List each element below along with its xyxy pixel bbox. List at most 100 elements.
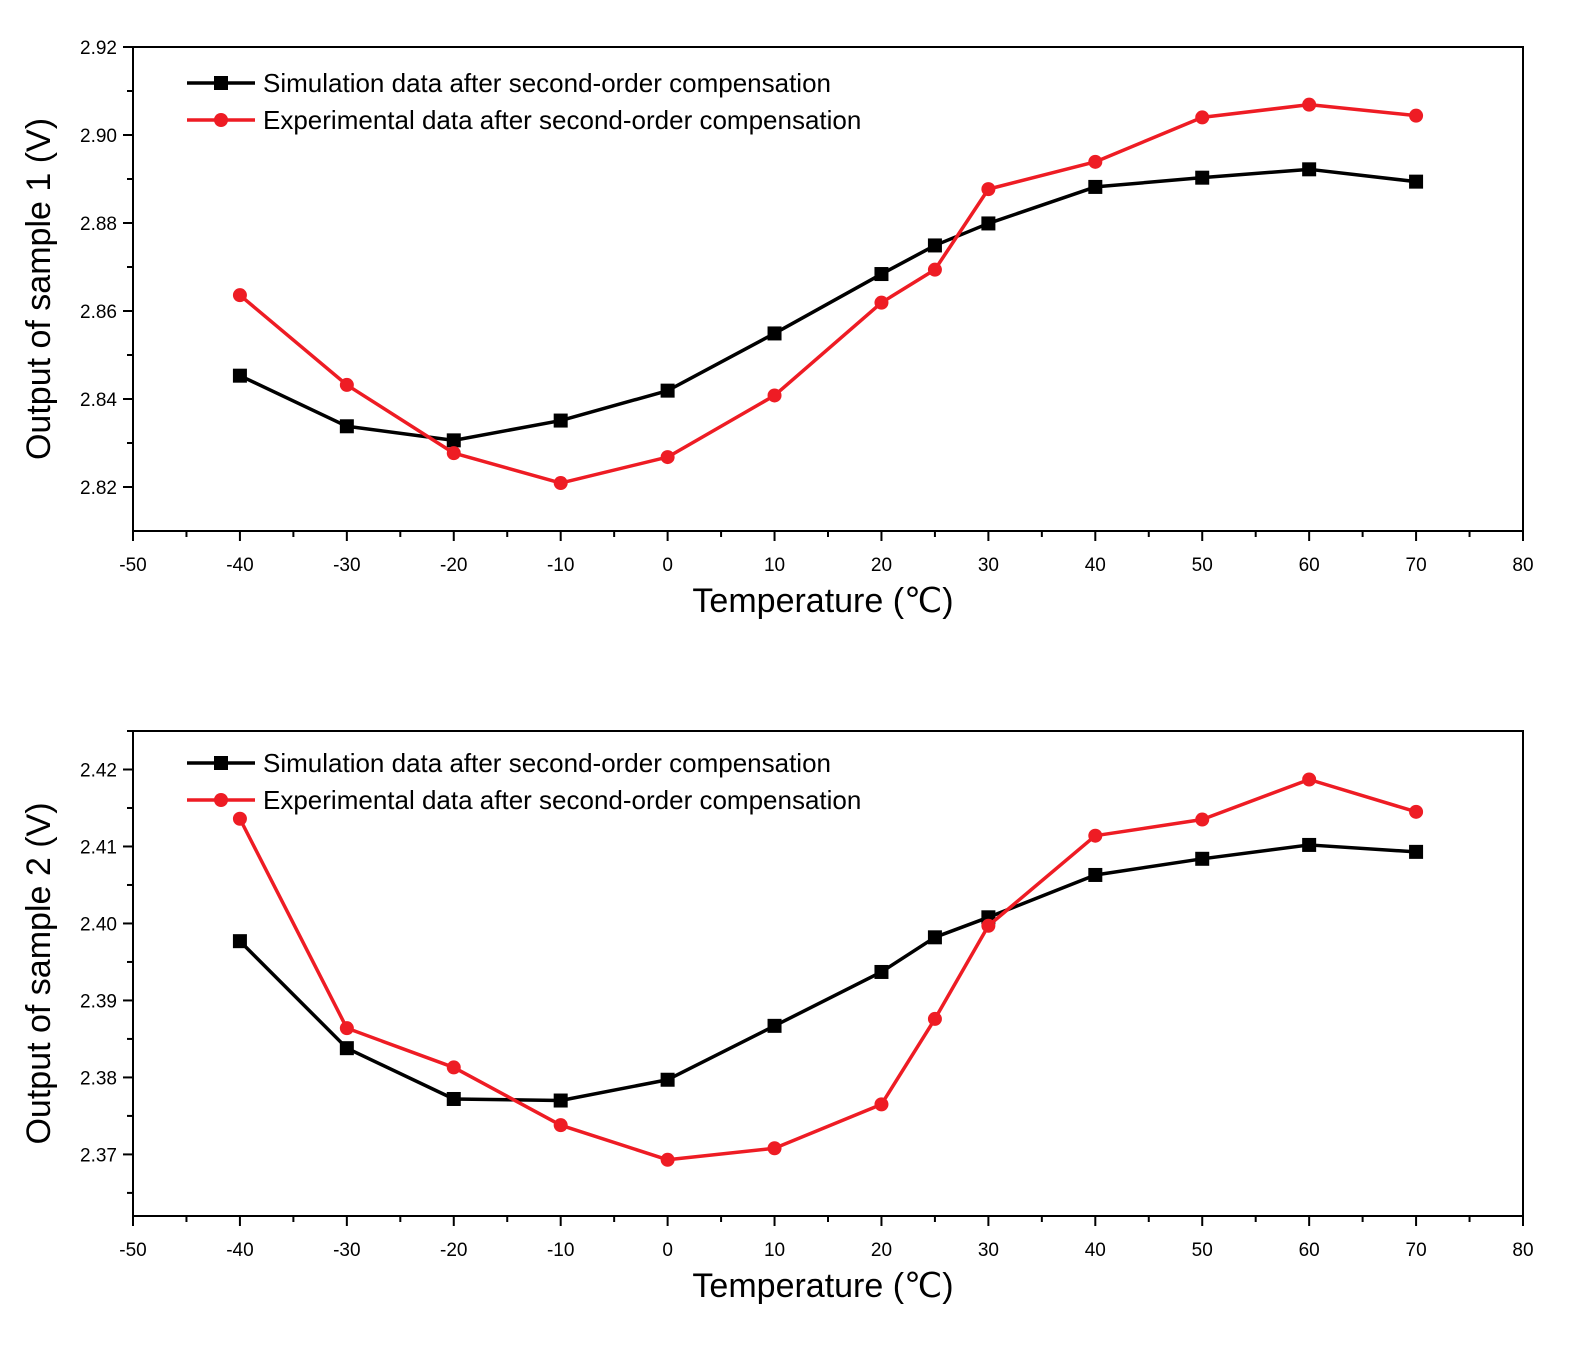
legend: Simulation data after second-order compe…: [187, 68, 861, 135]
y-axis-title: Output of sample 2 (V): [20, 802, 58, 1144]
x-tick-label: 10: [764, 555, 785, 576]
y-tick-label: 2.42: [80, 760, 117, 781]
chart-1: -50 -40 -30 -20 -10 0 10 20 30 40 50 60 70 80 2.82 2.84…: [20, 38, 1534, 620]
data-point-circle: [553, 476, 568, 491]
series-line: [238, 102, 1417, 485]
data-point-square: [232, 934, 247, 949]
data-point-circle: [927, 262, 942, 277]
data-point-circle: [767, 388, 782, 403]
x-tick-label: -40: [226, 1240, 253, 1261]
data-point-square: [767, 1018, 782, 1033]
data-point-circle: [1088, 828, 1103, 843]
data-point-square: [232, 368, 247, 383]
data-point-circle: [927, 1011, 942, 1026]
data-point-circle: [1409, 108, 1424, 123]
x-tick-label: 20: [871, 1240, 892, 1261]
series-experimental: [232, 97, 1424, 491]
y-tick-label: 2.84: [80, 390, 117, 411]
data-point-square: [446, 433, 461, 448]
y-tick-label: 2.86: [80, 302, 117, 323]
data-point-square: [874, 267, 889, 282]
data-point-square: [339, 1041, 354, 1056]
data-point-square: [660, 383, 675, 398]
x-tick-label: -50: [119, 555, 146, 576]
x-tick-label: 70: [1406, 1240, 1427, 1261]
data-point-square: [1302, 162, 1317, 177]
y-tick-label: 2.40: [80, 914, 117, 935]
legend-marker-circle: [214, 793, 228, 807]
x-tick-label: -10: [547, 555, 574, 576]
data-point-square: [1409, 174, 1424, 189]
legend-label: Experimental data after second-order com…: [263, 105, 861, 135]
legend-label: Simulation data after second-order compe…: [263, 68, 831, 98]
x-tick-label: 80: [1512, 555, 1533, 576]
x-axis-title: Temperature (℃): [692, 582, 953, 620]
data-point-circle: [767, 1141, 782, 1156]
data-point-square: [553, 1093, 568, 1108]
x-tick-label: 30: [978, 555, 999, 576]
series-line: [238, 843, 1417, 1103]
x-tick-label: -50: [119, 1240, 146, 1261]
series-line: [238, 777, 1417, 1162]
data-point-circle: [1302, 97, 1317, 112]
data-point-circle: [339, 1021, 354, 1036]
x-tick-label: 60: [1299, 555, 1320, 576]
x-tick-label: -40: [226, 555, 253, 576]
data-point-circle: [232, 811, 247, 826]
data-point-square: [660, 1072, 675, 1087]
legend-marker-square: [214, 756, 228, 770]
data-point-square: [1088, 179, 1103, 194]
data-point-circle: [446, 446, 461, 461]
data-point-square: [553, 413, 568, 428]
data-point-square: [1088, 867, 1103, 882]
legend-marker-circle: [214, 113, 228, 127]
data-point-square: [927, 238, 942, 253]
data-point-circle: [1195, 110, 1210, 125]
data-point-circle: [981, 918, 996, 933]
legend-label: Experimental data after second-order com…: [263, 785, 861, 815]
y-tick-label: 2.88: [80, 214, 117, 235]
x-tick-label: 80: [1512, 1240, 1533, 1261]
data-point-square: [1302, 837, 1317, 852]
series-line: [239, 167, 1417, 443]
x-tick-label: 0: [662, 1240, 673, 1261]
y-tick-label: 2.38: [80, 1068, 117, 1089]
series-simulation: [232, 837, 1424, 1108]
x-tick-label: -30: [333, 1240, 360, 1261]
data-point-circle: [1302, 772, 1317, 787]
data-point-square: [874, 964, 889, 979]
data-point-square: [927, 930, 942, 945]
x-tick-label: -20: [440, 1240, 467, 1261]
data-point-circle: [1195, 812, 1210, 827]
y-tick-label: 2.90: [80, 126, 117, 147]
data-point-circle: [232, 288, 247, 303]
data-point-circle: [981, 182, 996, 197]
data-point-circle: [874, 1097, 889, 1112]
data-point-square: [767, 326, 782, 341]
x-tick-label: 50: [1192, 555, 1213, 576]
y-tick-label: 2.37: [80, 1145, 117, 1166]
data-point-square: [1195, 851, 1210, 866]
x-tick-label: -30: [333, 555, 360, 576]
data-point-circle: [446, 1060, 461, 1075]
y-tick-label: 2.41: [80, 837, 117, 858]
y-tick-label: 2.92: [80, 38, 117, 59]
series-experimental: [232, 772, 1424, 1167]
x-tick-label: 60: [1299, 1240, 1320, 1261]
y-tick-label: 2.39: [80, 991, 117, 1012]
chart-2: -50 -40 -30 -20 -10 0 10 20 30 40 50 60 70 80 2.37 2.38…: [20, 730, 1534, 1305]
data-point-circle: [874, 295, 889, 310]
data-point-square: [1195, 170, 1210, 185]
data-point-circle: [1409, 804, 1424, 819]
data-point-circle: [339, 377, 354, 392]
data-point-square: [446, 1091, 461, 1106]
x-tick-label: 40: [1085, 555, 1106, 576]
data-point-square: [339, 419, 354, 434]
data-point-circle: [1088, 154, 1103, 169]
x-tick-label: 20: [871, 555, 892, 576]
data-point-square: [981, 216, 996, 231]
x-tick-label: 0: [662, 555, 673, 576]
x-tick-label: 40: [1085, 1240, 1106, 1261]
legend-label: Simulation data after second-order compe…: [263, 748, 831, 778]
